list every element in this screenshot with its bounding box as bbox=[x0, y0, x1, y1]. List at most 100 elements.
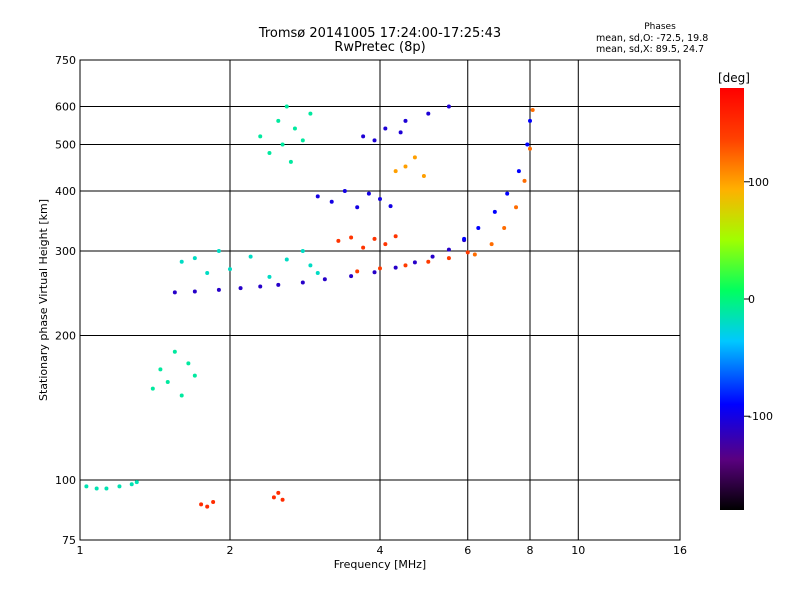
data-point bbox=[179, 393, 184, 398]
data-point bbox=[172, 290, 177, 295]
data-point bbox=[276, 282, 281, 287]
data-point bbox=[216, 249, 221, 254]
data-point bbox=[300, 280, 305, 285]
data-point bbox=[393, 265, 398, 270]
colorbar-tick-label: 100 bbox=[748, 176, 769, 189]
data-point bbox=[300, 138, 305, 143]
data-point bbox=[355, 269, 360, 274]
data-point bbox=[205, 270, 210, 275]
x-tick-label: 6 bbox=[464, 544, 471, 557]
x-tick-label: 4 bbox=[377, 544, 384, 557]
data-point bbox=[267, 151, 272, 156]
x-tick-label: 10 bbox=[571, 544, 585, 557]
data-point bbox=[94, 486, 99, 491]
y-tick-label: 200 bbox=[55, 330, 76, 343]
data-point bbox=[446, 247, 451, 252]
data-point bbox=[355, 205, 360, 210]
data-point bbox=[284, 104, 289, 109]
data-point bbox=[329, 199, 334, 204]
data-point bbox=[258, 284, 263, 289]
data-point bbox=[492, 209, 497, 214]
data-point bbox=[412, 260, 417, 265]
data-point bbox=[192, 289, 197, 294]
data-point bbox=[349, 235, 354, 240]
phase-x-stats: mean, sd,X: 89.5, 24.7 bbox=[596, 44, 705, 55]
data-point bbox=[271, 495, 276, 500]
data-point bbox=[366, 191, 371, 196]
data-point bbox=[421, 173, 426, 178]
data-point bbox=[322, 277, 327, 282]
data-point bbox=[361, 245, 366, 250]
y-tick-label: 500 bbox=[55, 139, 76, 152]
data-point bbox=[129, 482, 134, 487]
data-point bbox=[361, 134, 366, 139]
data-point bbox=[315, 270, 320, 275]
x-tick-label: 16 bbox=[673, 544, 687, 557]
grid bbox=[80, 60, 680, 540]
data-point bbox=[403, 164, 408, 169]
data-point bbox=[403, 118, 408, 123]
data-point bbox=[308, 111, 313, 116]
data-point bbox=[308, 263, 313, 268]
data-point bbox=[292, 126, 297, 131]
data-point bbox=[502, 226, 507, 231]
data-point bbox=[383, 242, 388, 247]
data-point bbox=[104, 486, 109, 491]
data-point bbox=[192, 373, 197, 378]
data-point bbox=[288, 159, 293, 164]
data-point bbox=[430, 254, 435, 259]
data-point bbox=[446, 104, 451, 109]
data-point bbox=[349, 274, 354, 279]
data-point bbox=[528, 146, 532, 151]
data-point bbox=[276, 490, 281, 495]
colorbar-tick-label: -100 bbox=[748, 410, 773, 423]
axis-ticks: 1 2 4 6 8 10 16 75 100 200 300 400 500 600 750 bbox=[55, 54, 687, 557]
y-axis-label: Stationary phase Virtual Height [km] bbox=[37, 199, 50, 401]
x-axis-label: Frequency [MHz] bbox=[334, 558, 426, 571]
chart-title: Tromsø 20141005 17:24:00-17:25:43 bbox=[258, 26, 502, 41]
y-tick-label: 300 bbox=[55, 245, 76, 258]
data-point bbox=[267, 274, 272, 279]
data-point bbox=[238, 286, 243, 291]
data-point bbox=[84, 484, 89, 489]
colorbar bbox=[720, 88, 744, 510]
data-point bbox=[476, 226, 481, 231]
colorbar-tick-label: 0 bbox=[748, 293, 755, 306]
data-point bbox=[372, 236, 377, 241]
data-point bbox=[489, 242, 494, 247]
data-point bbox=[462, 236, 467, 241]
data-point bbox=[426, 111, 431, 116]
data-point bbox=[393, 234, 398, 239]
data-point bbox=[205, 504, 210, 509]
data-point bbox=[192, 256, 197, 261]
data-point bbox=[398, 130, 403, 135]
data-point bbox=[514, 205, 519, 210]
data-point bbox=[516, 169, 521, 174]
y-tick-label: 750 bbox=[55, 54, 76, 67]
data-point bbox=[388, 204, 393, 209]
data-point bbox=[216, 287, 221, 292]
data-point bbox=[393, 169, 398, 174]
data-point bbox=[165, 380, 170, 385]
y-tick-label: 75 bbox=[62, 534, 76, 547]
data-point bbox=[336, 238, 341, 243]
data-point bbox=[248, 254, 253, 259]
data-point bbox=[117, 484, 122, 489]
colorbar-label: [deg] bbox=[718, 71, 750, 85]
y-tick-label: 400 bbox=[55, 185, 76, 198]
data-point bbox=[172, 349, 177, 354]
data-point bbox=[403, 263, 408, 268]
data-point bbox=[186, 361, 191, 366]
phase-o-stats: mean, sd,O: -72.5, 19.8 bbox=[596, 33, 709, 44]
data-point bbox=[280, 142, 285, 147]
data-point bbox=[179, 259, 184, 264]
data-point bbox=[280, 497, 285, 502]
data-point bbox=[472, 252, 477, 257]
data-point bbox=[446, 256, 451, 261]
data-point bbox=[465, 250, 470, 255]
data-point bbox=[315, 194, 320, 199]
data-points bbox=[84, 104, 535, 509]
data-point bbox=[372, 270, 377, 275]
data-point bbox=[284, 257, 289, 262]
